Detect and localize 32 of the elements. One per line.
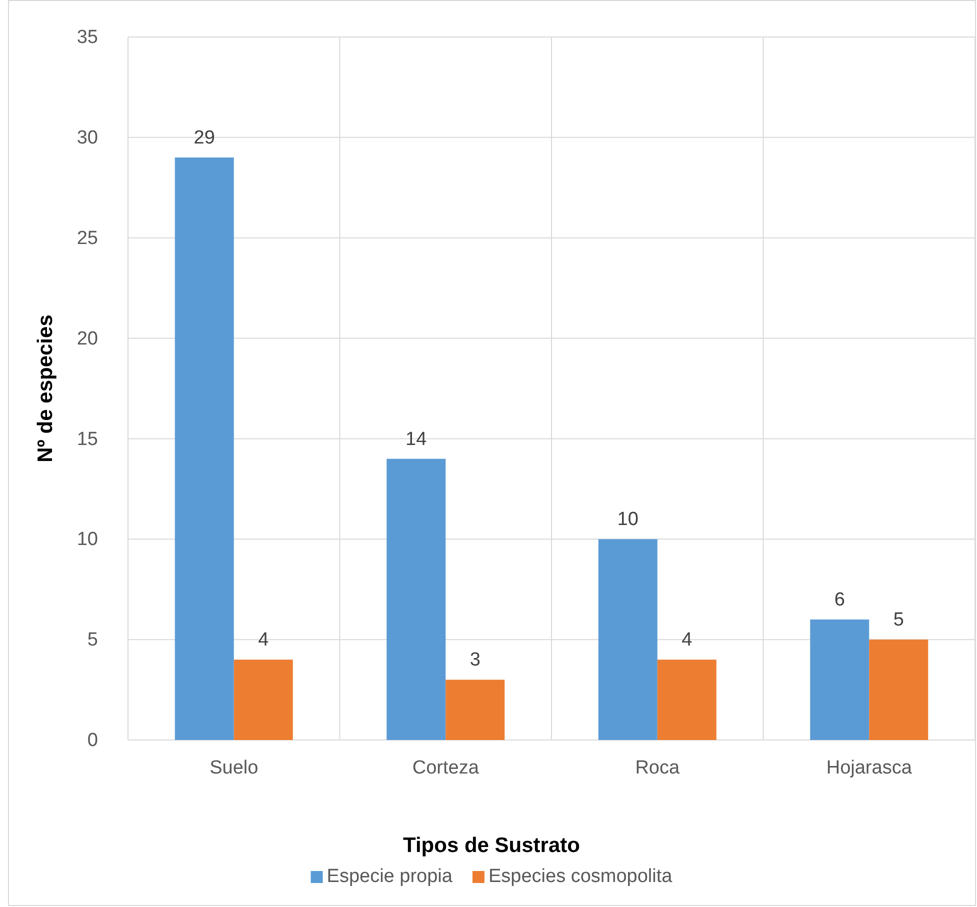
bar [598,539,658,740]
data-label: 5 [893,610,904,631]
y-tick-label: 25 [76,228,98,249]
y-tick-label: 5 [87,630,98,651]
y-tick-label: 15 [76,428,98,450]
bar [657,660,716,740]
x-tick-label: Suelo [210,757,258,778]
y-tick-label: 20 [76,328,98,350]
y-tick-label: 30 [76,128,98,149]
y-axis-title: Nº de especies [34,314,57,462]
x-tick-label: Hojarasca [826,757,912,778]
x-axis-title: Tipos de Sustrato [403,834,580,857]
data-label: 29 [194,128,215,149]
bar [810,619,870,740]
legend-label: Especies cosmopolita [488,866,673,887]
bar [386,458,446,740]
y-tick-label: 10 [76,529,98,550]
bar [174,158,234,740]
x-tick-label: Corteza [412,757,480,778]
data-label: 6 [834,589,845,610]
data-label: 3 [470,650,480,671]
bar [869,640,928,740]
data-label: 4 [682,630,693,651]
x-tick-label: Roca [635,757,680,778]
data-label: 4 [258,630,270,651]
bar [446,680,505,740]
bar [234,660,293,740]
data-label: 14 [406,428,428,450]
y-tick-label: 35 [76,27,98,48]
y-tick-label: 0 [87,730,98,752]
data-label: 10 [617,509,638,530]
legend-label: Especie propia [326,866,453,887]
